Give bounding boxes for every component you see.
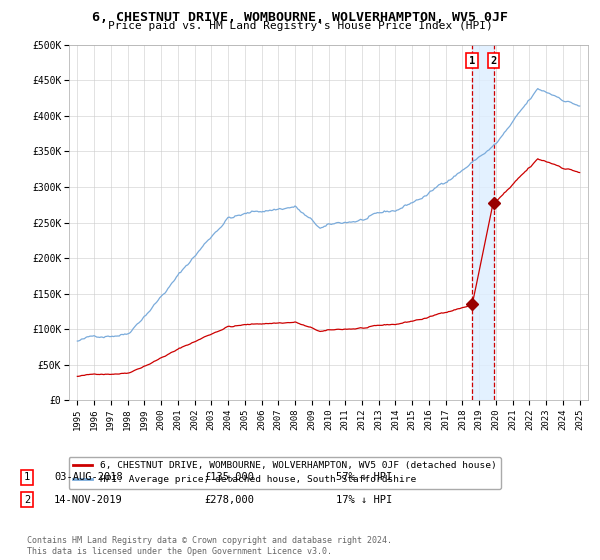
Text: Price paid vs. HM Land Registry's House Price Index (HPI): Price paid vs. HM Land Registry's House … — [107, 21, 493, 31]
Bar — [472, 45, 494, 400]
Text: 1: 1 — [469, 56, 475, 66]
Text: 6, CHESTNUT DRIVE, WOMBOURNE, WOLVERHAMPTON, WV5 0JF: 6, CHESTNUT DRIVE, WOMBOURNE, WOLVERHAMP… — [92, 11, 508, 24]
Text: 2: 2 — [24, 494, 30, 505]
Text: £278,000: £278,000 — [204, 494, 254, 505]
Text: £135,000: £135,000 — [204, 472, 254, 482]
Text: 1: 1 — [24, 472, 30, 482]
Text: 17% ↓ HPI: 17% ↓ HPI — [336, 494, 392, 505]
Text: 2: 2 — [491, 56, 497, 66]
Text: 57% ↓ HPI: 57% ↓ HPI — [336, 472, 392, 482]
Text: Contains HM Land Registry data © Crown copyright and database right 2024.
This d: Contains HM Land Registry data © Crown c… — [27, 536, 392, 556]
Legend: 6, CHESTNUT DRIVE, WOMBOURNE, WOLVERHAMPTON, WV5 0JF (detached house), HPI: Aver: 6, CHESTNUT DRIVE, WOMBOURNE, WOLVERHAMP… — [68, 457, 501, 489]
Text: 14-NOV-2019: 14-NOV-2019 — [54, 494, 123, 505]
Text: 03-AUG-2018: 03-AUG-2018 — [54, 472, 123, 482]
